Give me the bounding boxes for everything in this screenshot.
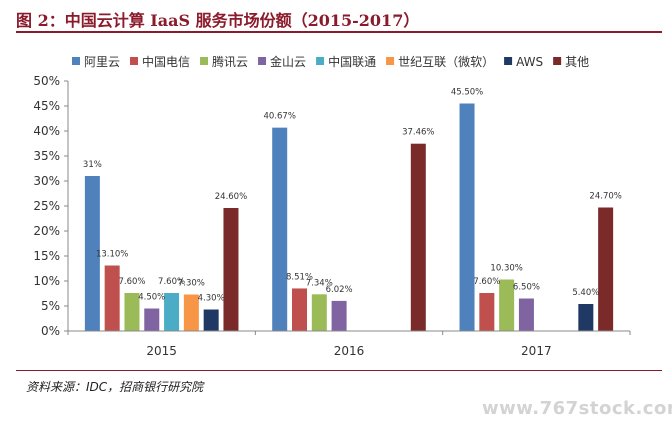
source-note: 资料来源：IDC，招商银行研究院 [26, 380, 204, 394]
y-tick-label: 30% [33, 174, 60, 188]
legend-label: 腾讯云 [212, 54, 248, 69]
bar-2015-7 [223, 208, 239, 331]
x-axis: 2015 2016 2017 [67, 330, 631, 358]
legend-swatch [200, 57, 209, 65]
y-tick-label: 50% [33, 74, 60, 88]
data-label: 7.60% [158, 277, 185, 287]
y-tick-label: 35% [33, 149, 60, 163]
y-tick-label: 5% [41, 299, 60, 313]
data-label: 45.50% [451, 88, 483, 98]
legend-swatch [130, 57, 139, 65]
data-label: 31% [83, 160, 102, 170]
x-tick-label: 2017 [521, 344, 552, 358]
y-tick-label: 20% [33, 224, 60, 238]
bar-2016-7 [410, 143, 426, 331]
data-label: 7.60% [473, 277, 500, 287]
data-labels: 31% 40.67% 45.50% 13.10% 8.51% 7.60% 7.60% 7.34… [83, 88, 622, 304]
footer-rule [16, 370, 662, 371]
legend-swatch [386, 57, 395, 65]
data-label: 6.50% [513, 283, 540, 293]
legend-label: 金山云 [270, 54, 306, 69]
bar-2015-1 [104, 265, 120, 331]
x-tick-label: 2015 [146, 344, 177, 358]
bar-2015-5 [183, 294, 199, 331]
y-axis: 0% 5% 10% 15% 20% 25% 30% 35% 40% 45% 50% [33, 74, 69, 338]
bar-2015-6 [203, 309, 219, 331]
data-label: 24.70% [589, 192, 621, 202]
data-label: 4.30% [198, 294, 225, 304]
y-tick-label: 10% [33, 274, 60, 288]
data-label: 10.30% [490, 264, 522, 274]
title-rule [16, 31, 662, 33]
bar-2017-0 [459, 103, 475, 331]
chart-title: 图 2：中国云计算 IaaS 服务市场份额（2015-2017） [16, 11, 420, 30]
data-label: 8.51% [286, 272, 313, 282]
data-label: 5.40% [572, 288, 599, 298]
data-label: 13.10% [96, 250, 128, 260]
legend-label: 世纪互联（微软） [398, 55, 494, 69]
data-label: 24.60% [215, 192, 247, 202]
bar-2017-6 [578, 304, 594, 331]
watermark: www.767stock.com [482, 398, 672, 419]
data-label: 6.02% [326, 285, 353, 295]
data-label: 37.46% [402, 128, 434, 138]
data-label: 7.30% [178, 279, 205, 289]
legend-swatch [504, 57, 513, 65]
legend-label: 中国电信 [142, 54, 190, 69]
legend: 阿里云 中国电信 腾讯云 金山云 中国联通 世纪互联（微软） AWS 其他 [72, 54, 589, 69]
bar-2016-2 [311, 294, 327, 331]
bar-2015-4 [164, 293, 180, 331]
legend-label: AWS [516, 55, 543, 69]
y-tick-label: 25% [33, 199, 60, 213]
bar-2015-3 [144, 308, 160, 331]
legend-swatch [553, 57, 562, 65]
legend-label: 其他 [565, 55, 589, 69]
legend-swatch [316, 57, 325, 65]
bar-2017-2 [499, 279, 515, 331]
bar-2016-1 [292, 288, 307, 331]
legend-swatch [72, 57, 80, 65]
title-bar: 图 2：中国云计算 IaaS 服务市场份额（2015-2017） [16, 0, 662, 33]
y-tick-label: 40% [33, 124, 60, 138]
legend-swatch [258, 57, 267, 65]
y-tick-label: 0% [41, 324, 60, 338]
bar-2017-7 [598, 207, 614, 331]
data-label: 7.60% [118, 277, 145, 287]
y-tick-label: 15% [33, 249, 60, 263]
bar-2016-0 [272, 127, 288, 332]
bar-2017-1 [479, 293, 495, 331]
data-label: 7.34% [306, 278, 333, 288]
data-label: 40.67% [263, 112, 295, 122]
legend-label: 阿里云 [84, 55, 120, 69]
bars [84, 103, 614, 332]
x-tick-label: 2016 [334, 344, 365, 358]
bar-2015-2 [124, 293, 140, 331]
data-label: 4.50% [138, 293, 165, 303]
y-tick-label: 45% [33, 99, 60, 113]
legend-label: 中国联通 [328, 54, 376, 69]
bar-2016-3 [331, 300, 347, 331]
bar-2015-0 [84, 176, 100, 331]
bar-2017-3 [518, 298, 534, 331]
